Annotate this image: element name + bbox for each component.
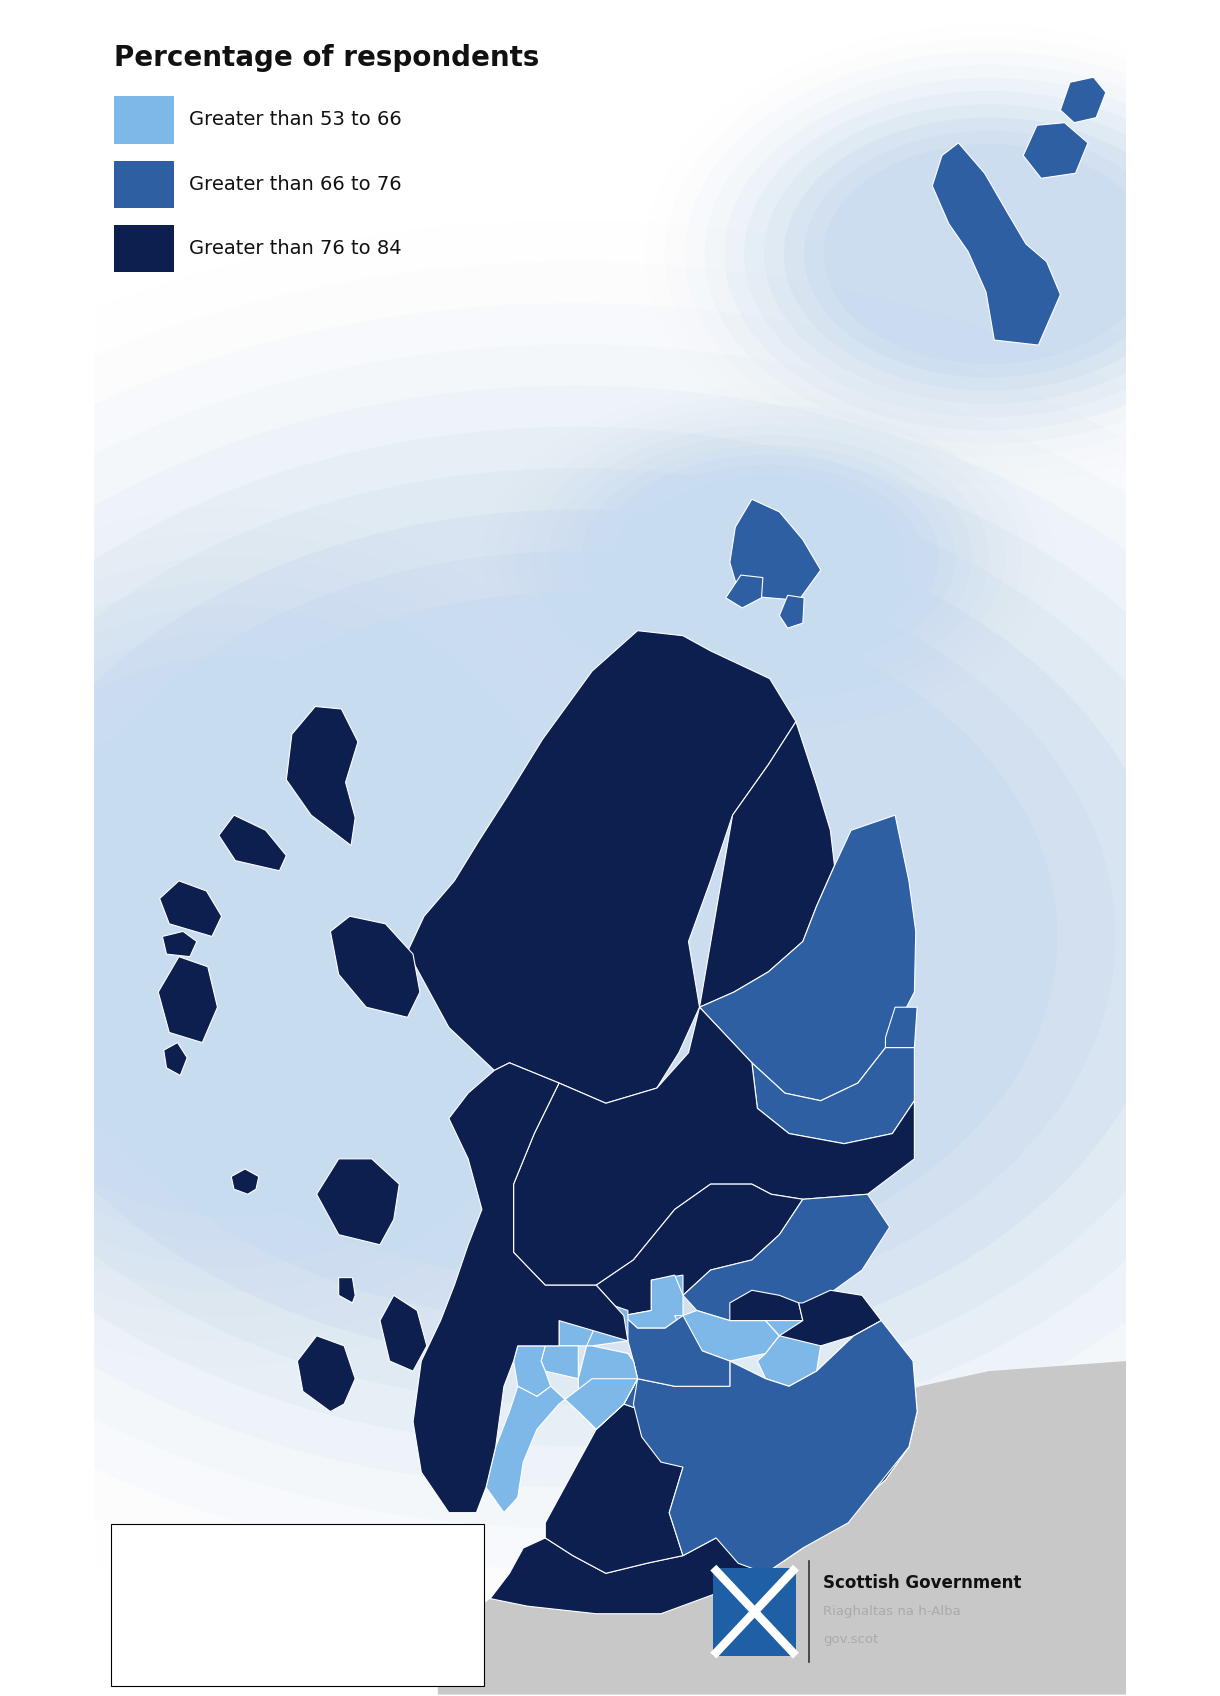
Ellipse shape: [744, 92, 1220, 417]
Polygon shape: [623, 1275, 683, 1328]
Ellipse shape: [0, 655, 512, 1218]
Text: Riaghaltas na h-Alba: Riaghaltas na h-Alba: [822, 1604, 960, 1618]
Polygon shape: [578, 1347, 638, 1430]
Ellipse shape: [94, 592, 1058, 1280]
FancyBboxPatch shape: [115, 161, 174, 209]
Ellipse shape: [0, 680, 488, 1192]
Text: Scottish Government Geographic Information Science &
Analysis Team. November 202: Scottish Government Geographic Informati…: [127, 1647, 342, 1667]
Polygon shape: [780, 1291, 881, 1347]
Polygon shape: [298, 1336, 355, 1411]
Polygon shape: [699, 816, 916, 1101]
Ellipse shape: [725, 78, 1220, 431]
Polygon shape: [651, 1275, 683, 1311]
Text: Scale 1:2,620,090: Scale 1:2,620,090: [127, 1621, 205, 1632]
Polygon shape: [932, 142, 1060, 344]
Polygon shape: [438, 1353, 1220, 1694]
FancyBboxPatch shape: [714, 1567, 795, 1655]
Polygon shape: [730, 499, 821, 600]
Polygon shape: [317, 1158, 399, 1245]
Polygon shape: [623, 1379, 730, 1430]
Ellipse shape: [532, 416, 1005, 699]
Polygon shape: [623, 1316, 730, 1386]
Polygon shape: [163, 1043, 187, 1075]
Polygon shape: [675, 1311, 780, 1360]
Polygon shape: [159, 957, 217, 1043]
Polygon shape: [886, 1007, 917, 1048]
Polygon shape: [780, 595, 804, 628]
Text: gov.scot: gov.scot: [822, 1633, 878, 1647]
Polygon shape: [726, 575, 762, 607]
Polygon shape: [542, 1347, 578, 1379]
Polygon shape: [633, 1321, 917, 1574]
Polygon shape: [559, 1286, 606, 1347]
Ellipse shape: [0, 344, 1220, 1528]
FancyBboxPatch shape: [115, 226, 174, 273]
Text: Scottish Government: Scottish Government: [822, 1574, 1021, 1593]
Polygon shape: [758, 1321, 821, 1386]
Polygon shape: [287, 707, 357, 846]
Text: Greater than 53 to 66: Greater than 53 to 66: [189, 110, 401, 129]
Polygon shape: [451, 1379, 493, 1437]
Polygon shape: [683, 1194, 889, 1321]
Polygon shape: [1024, 122, 1088, 178]
Ellipse shape: [0, 706, 462, 1169]
Polygon shape: [771, 1179, 804, 1199]
Polygon shape: [587, 1303, 628, 1347]
Ellipse shape: [0, 509, 1174, 1364]
FancyBboxPatch shape: [115, 97, 174, 144]
Ellipse shape: [0, 631, 537, 1241]
Polygon shape: [218, 816, 287, 870]
Polygon shape: [578, 1347, 638, 1430]
Ellipse shape: [0, 427, 1220, 1447]
Polygon shape: [414, 1063, 628, 1513]
Polygon shape: [407, 631, 795, 1102]
Polygon shape: [597, 1184, 803, 1316]
Polygon shape: [730, 1291, 803, 1336]
Polygon shape: [339, 1277, 355, 1303]
Ellipse shape: [0, 385, 1220, 1487]
Ellipse shape: [24, 729, 438, 1143]
Polygon shape: [379, 1296, 427, 1370]
Text: Greater than 76 to 84: Greater than 76 to 84: [189, 239, 401, 258]
Polygon shape: [490, 1411, 917, 1613]
Ellipse shape: [0, 304, 1220, 1570]
Ellipse shape: [804, 131, 1174, 378]
Polygon shape: [162, 931, 196, 957]
Ellipse shape: [704, 64, 1220, 444]
Ellipse shape: [764, 103, 1214, 404]
Ellipse shape: [581, 444, 955, 670]
Ellipse shape: [614, 465, 922, 650]
Text: Percentage of respondents: Percentage of respondents: [115, 44, 539, 71]
Polygon shape: [514, 1347, 550, 1396]
Ellipse shape: [0, 582, 587, 1292]
Text: © Crown copyright. All rights reserved Scottish
Government 2024. © Crown copyrig: © Crown copyright. All rights reserved S…: [127, 1542, 331, 1589]
Ellipse shape: [824, 144, 1154, 365]
Polygon shape: [699, 721, 834, 1007]
Text: Greater than 66 to 76: Greater than 66 to 76: [189, 175, 401, 193]
Polygon shape: [160, 880, 222, 936]
Ellipse shape: [0, 556, 611, 1316]
Polygon shape: [752, 1048, 914, 1143]
Polygon shape: [545, 1404, 697, 1574]
Ellipse shape: [598, 455, 939, 660]
Polygon shape: [331, 916, 420, 1018]
Ellipse shape: [0, 605, 561, 1267]
Ellipse shape: [548, 426, 988, 690]
Polygon shape: [232, 1169, 259, 1194]
Ellipse shape: [565, 436, 972, 680]
Ellipse shape: [684, 51, 1220, 456]
Ellipse shape: [515, 405, 1022, 709]
Ellipse shape: [0, 468, 1220, 1404]
Polygon shape: [1060, 78, 1105, 122]
Ellipse shape: [631, 475, 906, 639]
Polygon shape: [514, 1007, 914, 1286]
Polygon shape: [486, 1379, 638, 1513]
Polygon shape: [683, 1321, 917, 1574]
FancyBboxPatch shape: [111, 1523, 484, 1686]
Ellipse shape: [35, 551, 1115, 1323]
Ellipse shape: [783, 117, 1193, 390]
